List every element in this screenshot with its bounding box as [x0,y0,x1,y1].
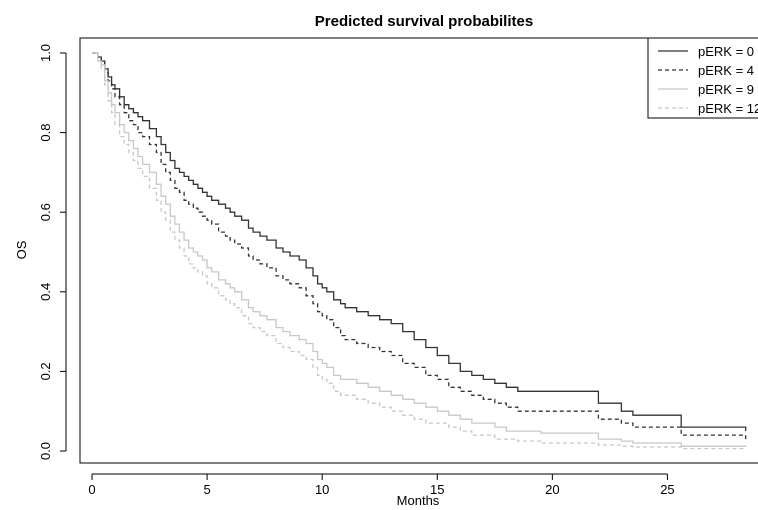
x-tick-label: 10 [315,482,329,497]
plot-frame [79,37,758,464]
series-line-3 [92,52,747,447]
series-line-1 [92,52,747,432]
legend: pERK = 0 pERK = 4 pERK = 9 pERK = 12 [647,37,758,119]
x-tick-label: 25 [660,482,674,497]
x-tick-label: 0 [88,482,95,497]
x-tick-label: 15 [430,482,444,497]
series-line-2 [92,52,747,440]
legend-label: pERK = 0 [698,44,754,59]
y-tick-label: 1.0 [38,44,53,62]
series-layer [92,52,747,450]
y-tick-label: 0.2 [38,362,53,380]
legend-label: pERK = 12 [698,101,758,116]
y-axis-label: OS [14,240,29,259]
y-tick-label: 0.6 [38,203,53,221]
chart-title: Predicted survival probabilites [315,13,533,30]
x-axis-label: Months [397,493,440,508]
y-tick-label: 0.0 [38,442,53,460]
legend-label: pERK = 9 [698,82,754,97]
axes: 0 5 10 15 20 25 0.0 0.2 0.4 0.6 0.8 1.0 [38,44,675,497]
series-line-4 [92,52,747,450]
x-tick-label: 20 [545,482,559,497]
y-tick-label: 0.4 [38,283,53,301]
legend-label: pERK = 4 [698,63,754,78]
y-tick-label: 0.8 [38,124,53,142]
x-tick-label: 5 [203,482,210,497]
